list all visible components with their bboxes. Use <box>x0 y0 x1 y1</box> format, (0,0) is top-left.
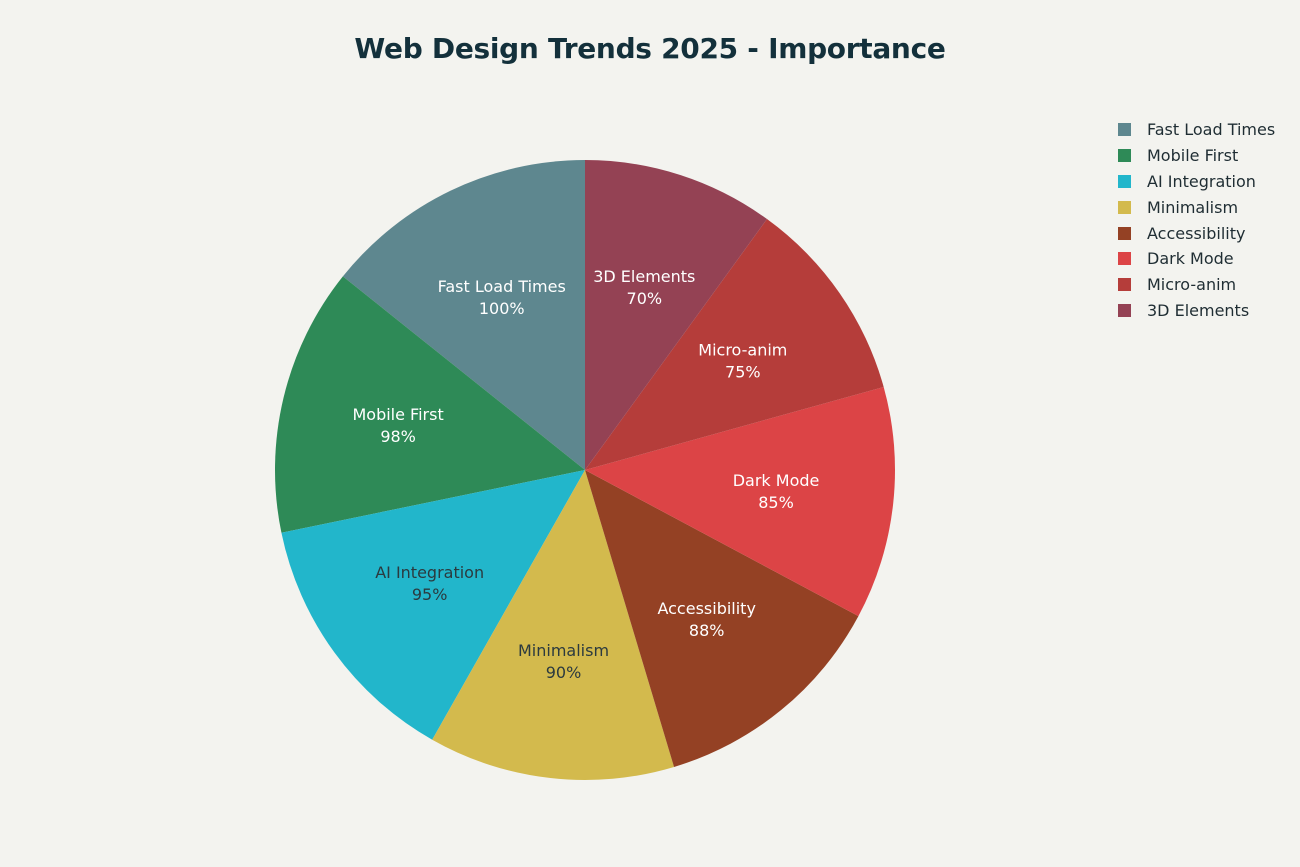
legend-item-accessibility[interactable]: Accessibility <box>1118 220 1275 246</box>
slice-label-ai-integration: AI Integration 95% <box>375 563 484 604</box>
legend-label: Minimalism <box>1147 197 1239 217</box>
legend-item-minimalism[interactable]: Minimalism <box>1118 194 1275 220</box>
legend-item-3d-elements[interactable]: 3D Elements <box>1118 298 1275 324</box>
pie-slice-fast-load-times[interactable] <box>342 160 585 470</box>
legend-swatch <box>1118 278 1131 292</box>
slice-label-3d-elements: 3D Elements 70% <box>593 267 695 308</box>
slice-label-mobile-first: Mobile First 98% <box>352 405 443 446</box>
pie-slice-accessibility[interactable] <box>585 470 859 767</box>
slice-label-accessibility: Accessibility 88% <box>657 599 755 640</box>
pie-slice-micro-anim[interactable] <box>585 219 884 470</box>
slice-label-value: 100% <box>479 299 525 318</box>
legend-swatch <box>1118 149 1131 163</box>
slice-label-minimalism: Minimalism 90% <box>518 641 609 682</box>
slice-label-name: Fast Load Times <box>438 277 566 296</box>
slice-label-name: Accessibility <box>657 599 755 618</box>
legend-label: Fast Load Times <box>1147 120 1276 140</box>
slice-label-name: Dark Mode <box>733 471 820 490</box>
legend-swatch <box>1118 303 1131 317</box>
legend-item-micro-anim[interactable]: Micro-anim <box>1118 272 1275 298</box>
legend: Fast Load Times Mobile First AI Integratio… <box>1118 117 1275 323</box>
slice-label-name: Mobile First <box>352 405 443 424</box>
pie-labels: Fast Load Times 100% Mobile First 98% AI Int… <box>352 267 819 682</box>
legend-swatch <box>1118 200 1131 214</box>
pie-slice-ai-integration[interactable] <box>281 470 585 740</box>
slice-label-name: 3D Elements <box>593 267 695 286</box>
slice-label-value: 85% <box>758 493 794 512</box>
pie-slice-mobile-first[interactable] <box>275 276 585 533</box>
pie-slices <box>275 160 895 780</box>
legend-swatch <box>1118 252 1131 266</box>
slice-label-value: 98% <box>380 427 416 446</box>
legend-swatch <box>1118 123 1131 137</box>
slice-label-name: Micro-anim <box>698 340 787 359</box>
pie-slice-3d-elements[interactable] <box>585 160 767 470</box>
legend-item-fast-load-times[interactable]: Fast Load Times <box>1118 117 1275 143</box>
slice-label-value: 75% <box>725 362 761 381</box>
slice-label-fast-load-times: Fast Load Times 100% <box>438 277 566 318</box>
legend-label: Micro-anim <box>1147 275 1237 295</box>
pie-slice-dark-mode[interactable] <box>585 386 895 617</box>
slice-label-name: Minimalism <box>518 641 609 660</box>
legend-label: Dark Mode <box>1147 249 1234 269</box>
slice-label-value: 70% <box>627 289 663 308</box>
legend-item-dark-mode[interactable]: Dark Mode <box>1118 246 1275 272</box>
chart-title: Web Design Trends 2025 - Importance <box>354 32 946 65</box>
slice-label-name: AI Integration <box>375 563 484 582</box>
slice-label-value: 88% <box>689 621 725 640</box>
slice-label-micro-anim: Micro-anim 75% <box>698 340 787 381</box>
slice-label-value: 90% <box>546 663 582 682</box>
legend-swatch <box>1118 226 1131 240</box>
slice-label-dark-mode: Dark Mode 85% <box>733 471 820 512</box>
legend-swatch <box>1118 174 1131 188</box>
pie-slice-minimalism[interactable] <box>432 470 675 780</box>
legend-label: Mobile First <box>1147 146 1239 166</box>
legend-label: Accessibility <box>1147 223 1246 243</box>
legend-label: 3D Elements <box>1147 300 1250 320</box>
slice-label-value: 95% <box>412 585 448 604</box>
legend-item-mobile-first[interactable]: Mobile First <box>1118 143 1275 169</box>
legend-label: AI Integration <box>1147 171 1256 191</box>
legend-item-ai-integration[interactable]: AI Integration <box>1118 169 1275 195</box>
